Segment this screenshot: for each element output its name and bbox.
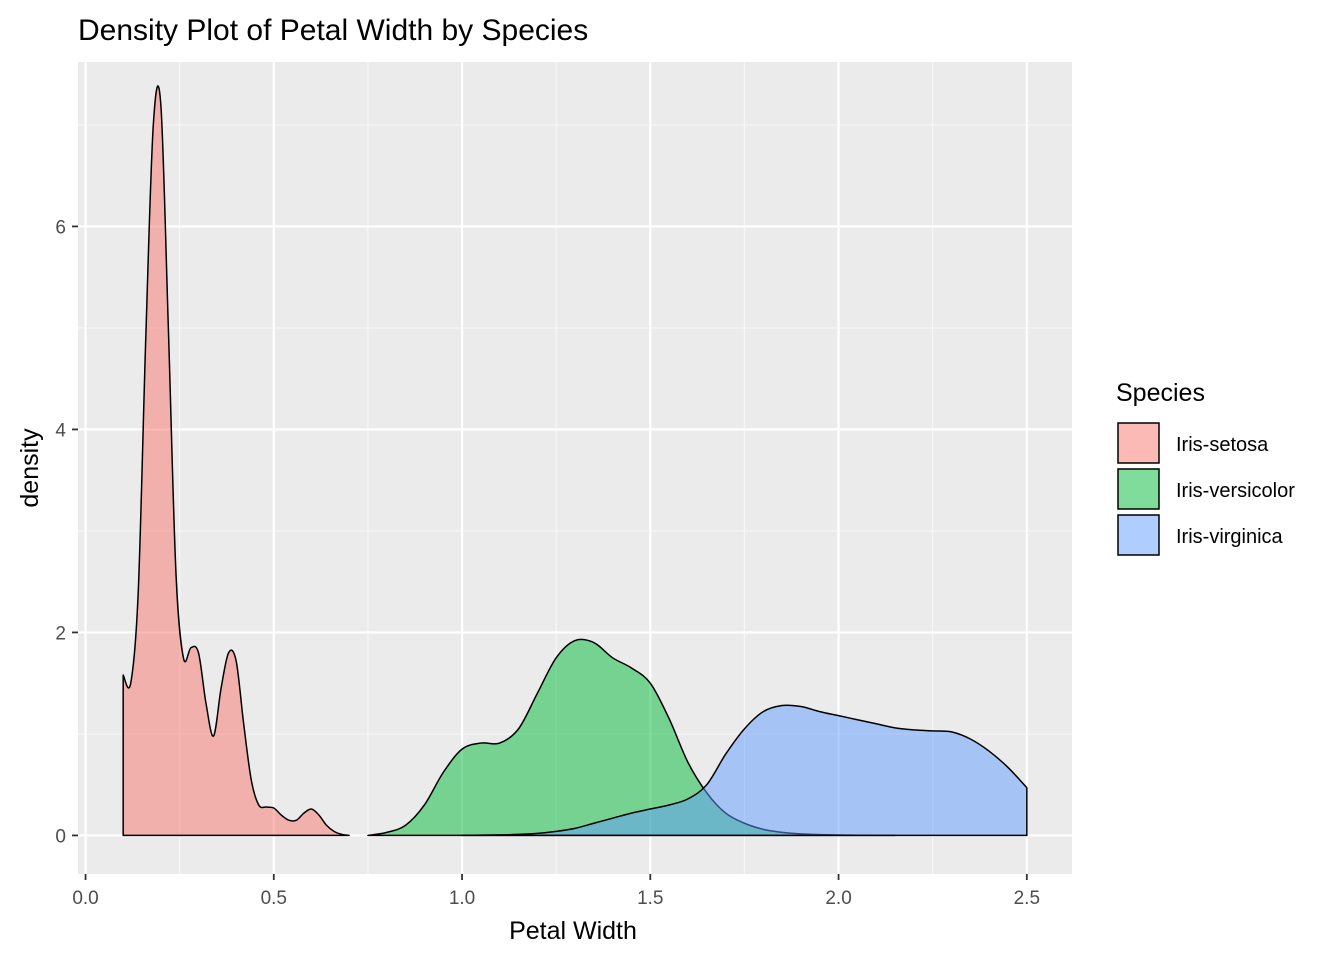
density-area-iris-setosa [122,85,350,837]
x-tick-label: 2.0 [825,888,851,909]
x-tick-label: 1.5 [637,888,663,909]
legend-title: Species [1116,379,1205,407]
legend-swatch-iris-setosa [1117,422,1160,464]
legend-label-iris-setosa: Iris-setosa [1176,434,1269,456]
y-tick-label: 6 [55,217,66,238]
chart-title: Density Plot of Petal Width by Species [78,14,588,47]
x-axis-title: Petal Width [509,917,637,945]
legend-swatch-iris-virginica [1117,514,1160,556]
x-tick-label: 0.0 [72,888,98,909]
legend: Species Iris-setosa Iris-versicolor Iris-v… [1116,379,1295,556]
x-tick-label: 0.5 [261,888,287,909]
legend-label-iris-virginica: Iris-virginica [1176,526,1284,548]
y-tick-label: 4 [55,420,66,441]
x-tick-label: 2.5 [1014,888,1040,909]
y-axis-title: density [16,428,44,508]
legend-label-iris-versicolor: Iris-versicolor [1176,480,1295,502]
x-tick-label: 1.0 [449,888,475,909]
y-tick-label: 0 [55,826,66,847]
y-tick-label: 2 [55,623,66,644]
axis-ticks: 0.0 0.5 1.0 1.5 2.0 2.5 0 2 4 6 [55,217,1040,909]
density-area-iris-virginica [461,704,1028,837]
legend-swatch-iris-versicolor [1117,468,1160,510]
density-areas [122,85,1028,837]
